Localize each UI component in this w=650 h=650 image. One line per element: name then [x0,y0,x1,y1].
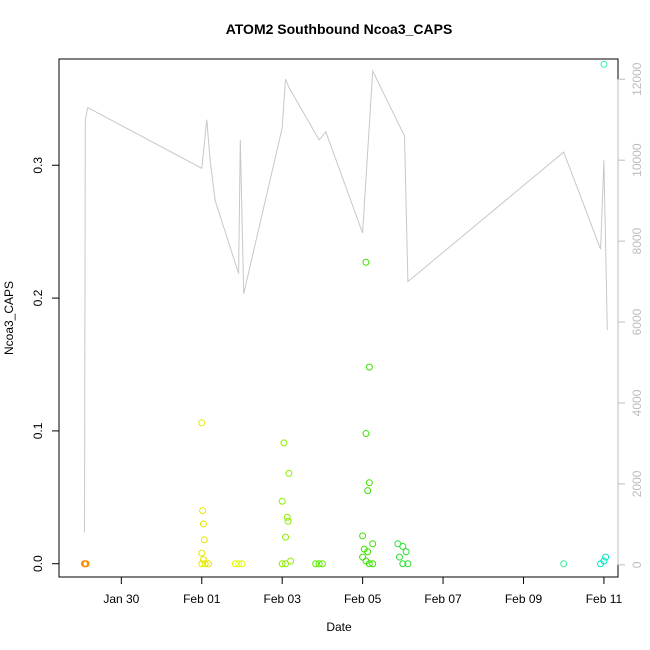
data-point [359,553,367,561]
y2-tick-label: 2000 [630,470,644,497]
data-point [238,560,246,568]
x-tick-label: Feb 03 [264,592,302,606]
data-point [200,536,208,544]
y-tick-label: 0.2 [31,289,45,306]
x-tick-label: Feb 09 [505,592,543,606]
data-point [600,557,608,565]
data-point [282,560,290,568]
y-tick-label: 0.0 [31,555,45,572]
y2-tick-label: 10000 [630,143,644,177]
data-point [280,439,288,447]
data-point [198,419,206,427]
data-point [364,548,372,556]
data-point [315,560,323,568]
data-point [235,560,243,568]
secondary-series-line [84,69,608,533]
data-point [404,560,412,568]
data-point [282,533,290,541]
data-point [402,548,410,556]
data-point [278,497,286,505]
data-point [560,560,568,568]
data-point [199,520,207,528]
data-point [362,430,370,438]
y2-tick-label: 12000 [630,62,644,96]
x-tick-label: Feb 01 [183,592,221,606]
data-point [395,553,403,561]
data-point [602,553,610,561]
y2-tick-label: 0 [630,561,644,568]
data-point [600,60,608,68]
x-tick-label: Feb 07 [424,592,462,606]
data-point [198,549,206,557]
y2-tick-label: 6000 [630,308,644,335]
data-point [312,560,320,568]
data-point [283,513,291,521]
secondary-line-layer [84,69,608,533]
data-point [201,560,209,568]
y2-tick-label: 8000 [630,227,644,254]
data-point [365,479,373,487]
y-axis-label: Ncoa3_CAPS [2,281,16,355]
data-point [199,507,207,515]
y-axis: 0.0 0.1 0.2 0.3 [31,157,60,572]
data-point [204,560,212,568]
data-point [284,517,292,525]
data-point [365,560,373,568]
data-point [278,560,286,568]
chart-title: ATOM2 Southbound Ncoa3_CAPS [226,21,453,37]
x-axis: Jan 30 Feb 01 Feb 03 Feb 05 Feb 07 Feb 09 Feb … [103,576,623,606]
data-point [369,560,377,568]
x-tick-label: Feb 11 [586,592,623,606]
data-point [318,560,326,568]
data-point [369,540,377,548]
y2-tick-label: 4000 [630,389,644,416]
data-point [399,542,407,550]
data-point [362,258,370,266]
y2-axis: 0 2000 4000 6000 8000 10000 12000 [617,62,644,568]
points-layer [80,60,610,568]
data-point [198,560,206,568]
y-tick-label: 0.1 [31,422,45,439]
x-tick-label: Jan 30 [103,592,139,606]
data-point [359,532,367,540]
data-point [82,560,90,568]
data-point [399,560,407,568]
data-point [285,469,293,477]
data-point [365,363,373,371]
data-point [364,487,372,495]
x-axis-label: Date [326,620,352,634]
y-tick-label: 0.3 [31,157,45,174]
data-point [231,560,239,568]
data-point [199,556,207,564]
x-tick-label: Feb 05 [344,592,382,606]
